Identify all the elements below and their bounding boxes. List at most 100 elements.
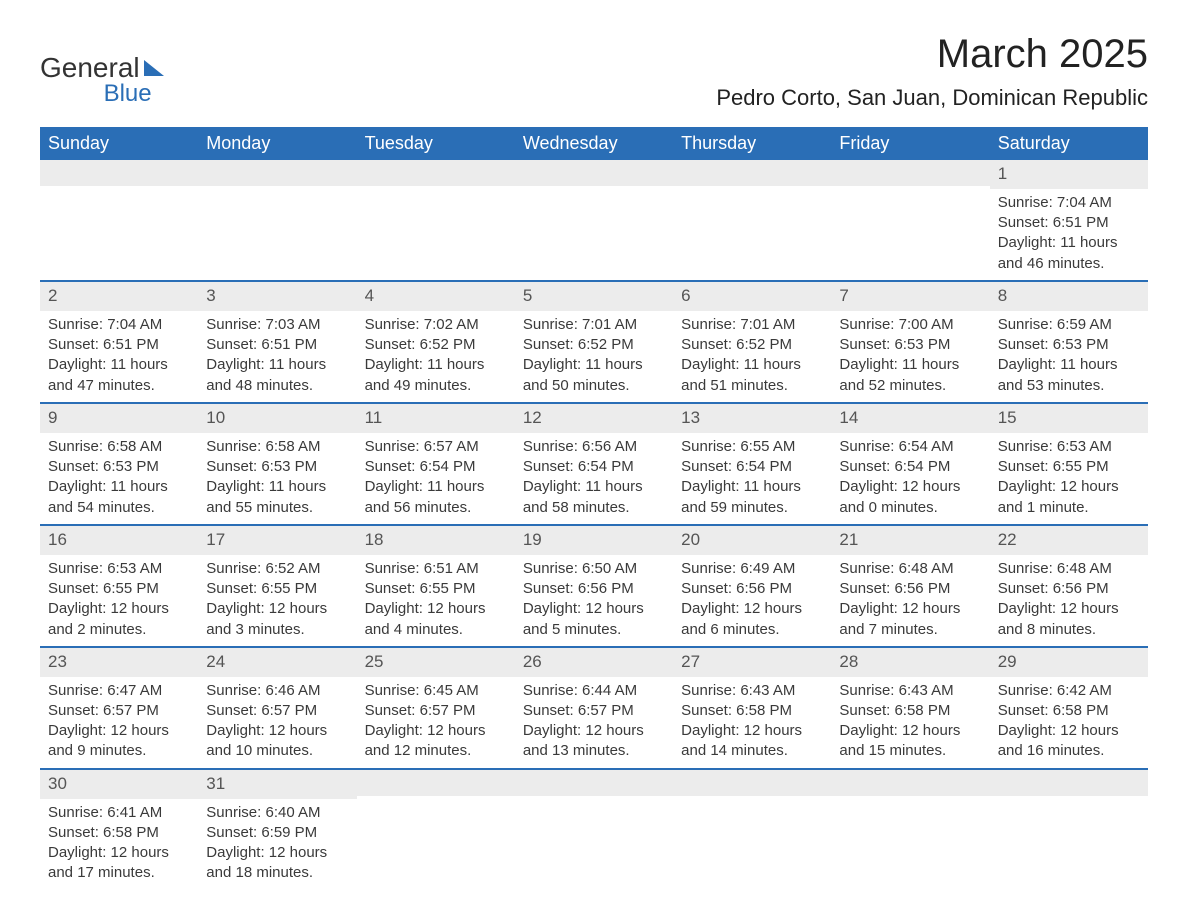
logo: General Blue (40, 52, 164, 108)
daylight-line: Daylight: 12 hours and 15 minutes. (839, 721, 981, 762)
calendar-cell: 27Sunrise: 6:43 AMSunset: 6:58 PMDayligh… (673, 648, 831, 768)
sunset-line: Sunset: 6:56 PM (681, 579, 823, 599)
day-header: Tuesday (357, 127, 515, 160)
cell-body: Sunrise: 6:50 AMSunset: 6:56 PMDaylight:… (515, 555, 673, 646)
calendar-cell: 22Sunrise: 6:48 AMSunset: 6:56 PMDayligh… (990, 526, 1148, 646)
daylight-line: Daylight: 11 hours and 52 minutes. (839, 355, 981, 396)
sunset-line: Sunset: 6:55 PM (206, 579, 348, 599)
calendar-cell: 10Sunrise: 6:58 AMSunset: 6:53 PMDayligh… (198, 404, 356, 524)
day-number: 21 (831, 526, 989, 555)
sunset-line: Sunset: 6:56 PM (523, 579, 665, 599)
day-header: Friday (831, 127, 989, 160)
daylight-line: Daylight: 12 hours and 8 minutes. (998, 599, 1140, 640)
page-title: March 2025 (716, 32, 1148, 77)
daylight-line: Daylight: 11 hours and 49 minutes. (365, 355, 507, 396)
day-number (198, 160, 356, 186)
week-row: 2Sunrise: 7:04 AMSunset: 6:51 PMDaylight… (40, 282, 1148, 404)
cell-body: Sunrise: 6:58 AMSunset: 6:53 PMDaylight:… (40, 433, 198, 524)
day-number (990, 770, 1148, 796)
cell-body (357, 186, 515, 196)
sunrise-line: Sunrise: 7:04 AM (48, 315, 190, 335)
cell-body: Sunrise: 6:54 AMSunset: 6:54 PMDaylight:… (831, 433, 989, 524)
sunrise-line: Sunrise: 6:42 AM (998, 681, 1140, 701)
calendar-cell (40, 160, 198, 280)
cell-body: Sunrise: 7:03 AMSunset: 6:51 PMDaylight:… (198, 311, 356, 402)
cell-body (673, 186, 831, 196)
sunrise-line: Sunrise: 6:48 AM (839, 559, 981, 579)
daylight-line: Daylight: 12 hours and 1 minute. (998, 477, 1140, 518)
day-number: 10 (198, 404, 356, 433)
sunrise-line: Sunrise: 6:57 AM (365, 437, 507, 457)
daylight-line: Daylight: 11 hours and 50 minutes. (523, 355, 665, 396)
day-number: 5 (515, 282, 673, 311)
cell-body (40, 186, 198, 196)
day-number (357, 770, 515, 796)
calendar-cell: 4Sunrise: 7:02 AMSunset: 6:52 PMDaylight… (357, 282, 515, 402)
daylight-line: Daylight: 12 hours and 0 minutes. (839, 477, 981, 518)
day-number: 4 (357, 282, 515, 311)
day-number: 28 (831, 648, 989, 677)
daylight-line: Daylight: 12 hours and 10 minutes. (206, 721, 348, 762)
day-number (515, 160, 673, 186)
cell-body: Sunrise: 6:43 AMSunset: 6:58 PMDaylight:… (831, 677, 989, 768)
daylight-line: Daylight: 11 hours and 55 minutes. (206, 477, 348, 518)
calendar-cell: 13Sunrise: 6:55 AMSunset: 6:54 PMDayligh… (673, 404, 831, 524)
day-number: 2 (40, 282, 198, 311)
day-number: 12 (515, 404, 673, 433)
daylight-line: Daylight: 12 hours and 18 minutes. (206, 843, 348, 884)
sunrise-line: Sunrise: 7:01 AM (523, 315, 665, 335)
sunset-line: Sunset: 6:53 PM (839, 335, 981, 355)
sunset-line: Sunset: 6:58 PM (48, 823, 190, 843)
calendar-cell: 19Sunrise: 6:50 AMSunset: 6:56 PMDayligh… (515, 526, 673, 646)
day-number: 31 (198, 770, 356, 799)
sunrise-line: Sunrise: 6:53 AM (998, 437, 1140, 457)
cell-body: Sunrise: 7:01 AMSunset: 6:52 PMDaylight:… (673, 311, 831, 402)
sunset-line: Sunset: 6:52 PM (681, 335, 823, 355)
week-row: 16Sunrise: 6:53 AMSunset: 6:55 PMDayligh… (40, 526, 1148, 648)
daylight-line: Daylight: 12 hours and 4 minutes. (365, 599, 507, 640)
calendar-cell: 6Sunrise: 7:01 AMSunset: 6:52 PMDaylight… (673, 282, 831, 402)
sunset-line: Sunset: 6:52 PM (365, 335, 507, 355)
sunset-line: Sunset: 6:57 PM (206, 701, 348, 721)
daylight-line: Daylight: 12 hours and 12 minutes. (365, 721, 507, 762)
cell-body: Sunrise: 6:48 AMSunset: 6:56 PMDaylight:… (831, 555, 989, 646)
sunrise-line: Sunrise: 7:01 AM (681, 315, 823, 335)
sunrise-line: Sunrise: 6:59 AM (998, 315, 1140, 335)
cell-body: Sunrise: 6:58 AMSunset: 6:53 PMDaylight:… (198, 433, 356, 524)
day-number: 27 (673, 648, 831, 677)
sunset-line: Sunset: 6:51 PM (48, 335, 190, 355)
calendar-cell: 26Sunrise: 6:44 AMSunset: 6:57 PMDayligh… (515, 648, 673, 768)
calendar-cell: 23Sunrise: 6:47 AMSunset: 6:57 PMDayligh… (40, 648, 198, 768)
sunset-line: Sunset: 6:55 PM (365, 579, 507, 599)
day-header: Wednesday (515, 127, 673, 160)
calendar-cell: 18Sunrise: 6:51 AMSunset: 6:55 PMDayligh… (357, 526, 515, 646)
sunrise-line: Sunrise: 7:00 AM (839, 315, 981, 335)
calendar-cell: 3Sunrise: 7:03 AMSunset: 6:51 PMDaylight… (198, 282, 356, 402)
day-header: Saturday (990, 127, 1148, 160)
calendar-cell: 21Sunrise: 6:48 AMSunset: 6:56 PMDayligh… (831, 526, 989, 646)
cell-body (990, 796, 1148, 806)
day-number: 19 (515, 526, 673, 555)
day-number: 6 (673, 282, 831, 311)
sunrise-line: Sunrise: 6:45 AM (365, 681, 507, 701)
calendar-cell: 9Sunrise: 6:58 AMSunset: 6:53 PMDaylight… (40, 404, 198, 524)
calendar-cell: 7Sunrise: 7:00 AMSunset: 6:53 PMDaylight… (831, 282, 989, 402)
title-block: March 2025 Pedro Corto, San Juan, Domini… (716, 32, 1148, 111)
day-number: 25 (357, 648, 515, 677)
sunrise-line: Sunrise: 6:49 AM (681, 559, 823, 579)
daylight-line: Daylight: 12 hours and 3 minutes. (206, 599, 348, 640)
cell-body: Sunrise: 6:46 AMSunset: 6:57 PMDaylight:… (198, 677, 356, 768)
sunset-line: Sunset: 6:53 PM (48, 457, 190, 477)
daylight-line: Daylight: 11 hours and 47 minutes. (48, 355, 190, 396)
sunrise-line: Sunrise: 6:46 AM (206, 681, 348, 701)
sunset-line: Sunset: 6:53 PM (206, 457, 348, 477)
sunset-line: Sunset: 6:58 PM (998, 701, 1140, 721)
calendar-cell: 17Sunrise: 6:52 AMSunset: 6:55 PMDayligh… (198, 526, 356, 646)
sunrise-line: Sunrise: 6:55 AM (681, 437, 823, 457)
daylight-line: Daylight: 11 hours and 46 minutes. (998, 233, 1140, 274)
cell-body (515, 796, 673, 806)
day-number (515, 770, 673, 796)
calendar-cell: 24Sunrise: 6:46 AMSunset: 6:57 PMDayligh… (198, 648, 356, 768)
week-row: 9Sunrise: 6:58 AMSunset: 6:53 PMDaylight… (40, 404, 1148, 526)
cell-body (831, 186, 989, 196)
